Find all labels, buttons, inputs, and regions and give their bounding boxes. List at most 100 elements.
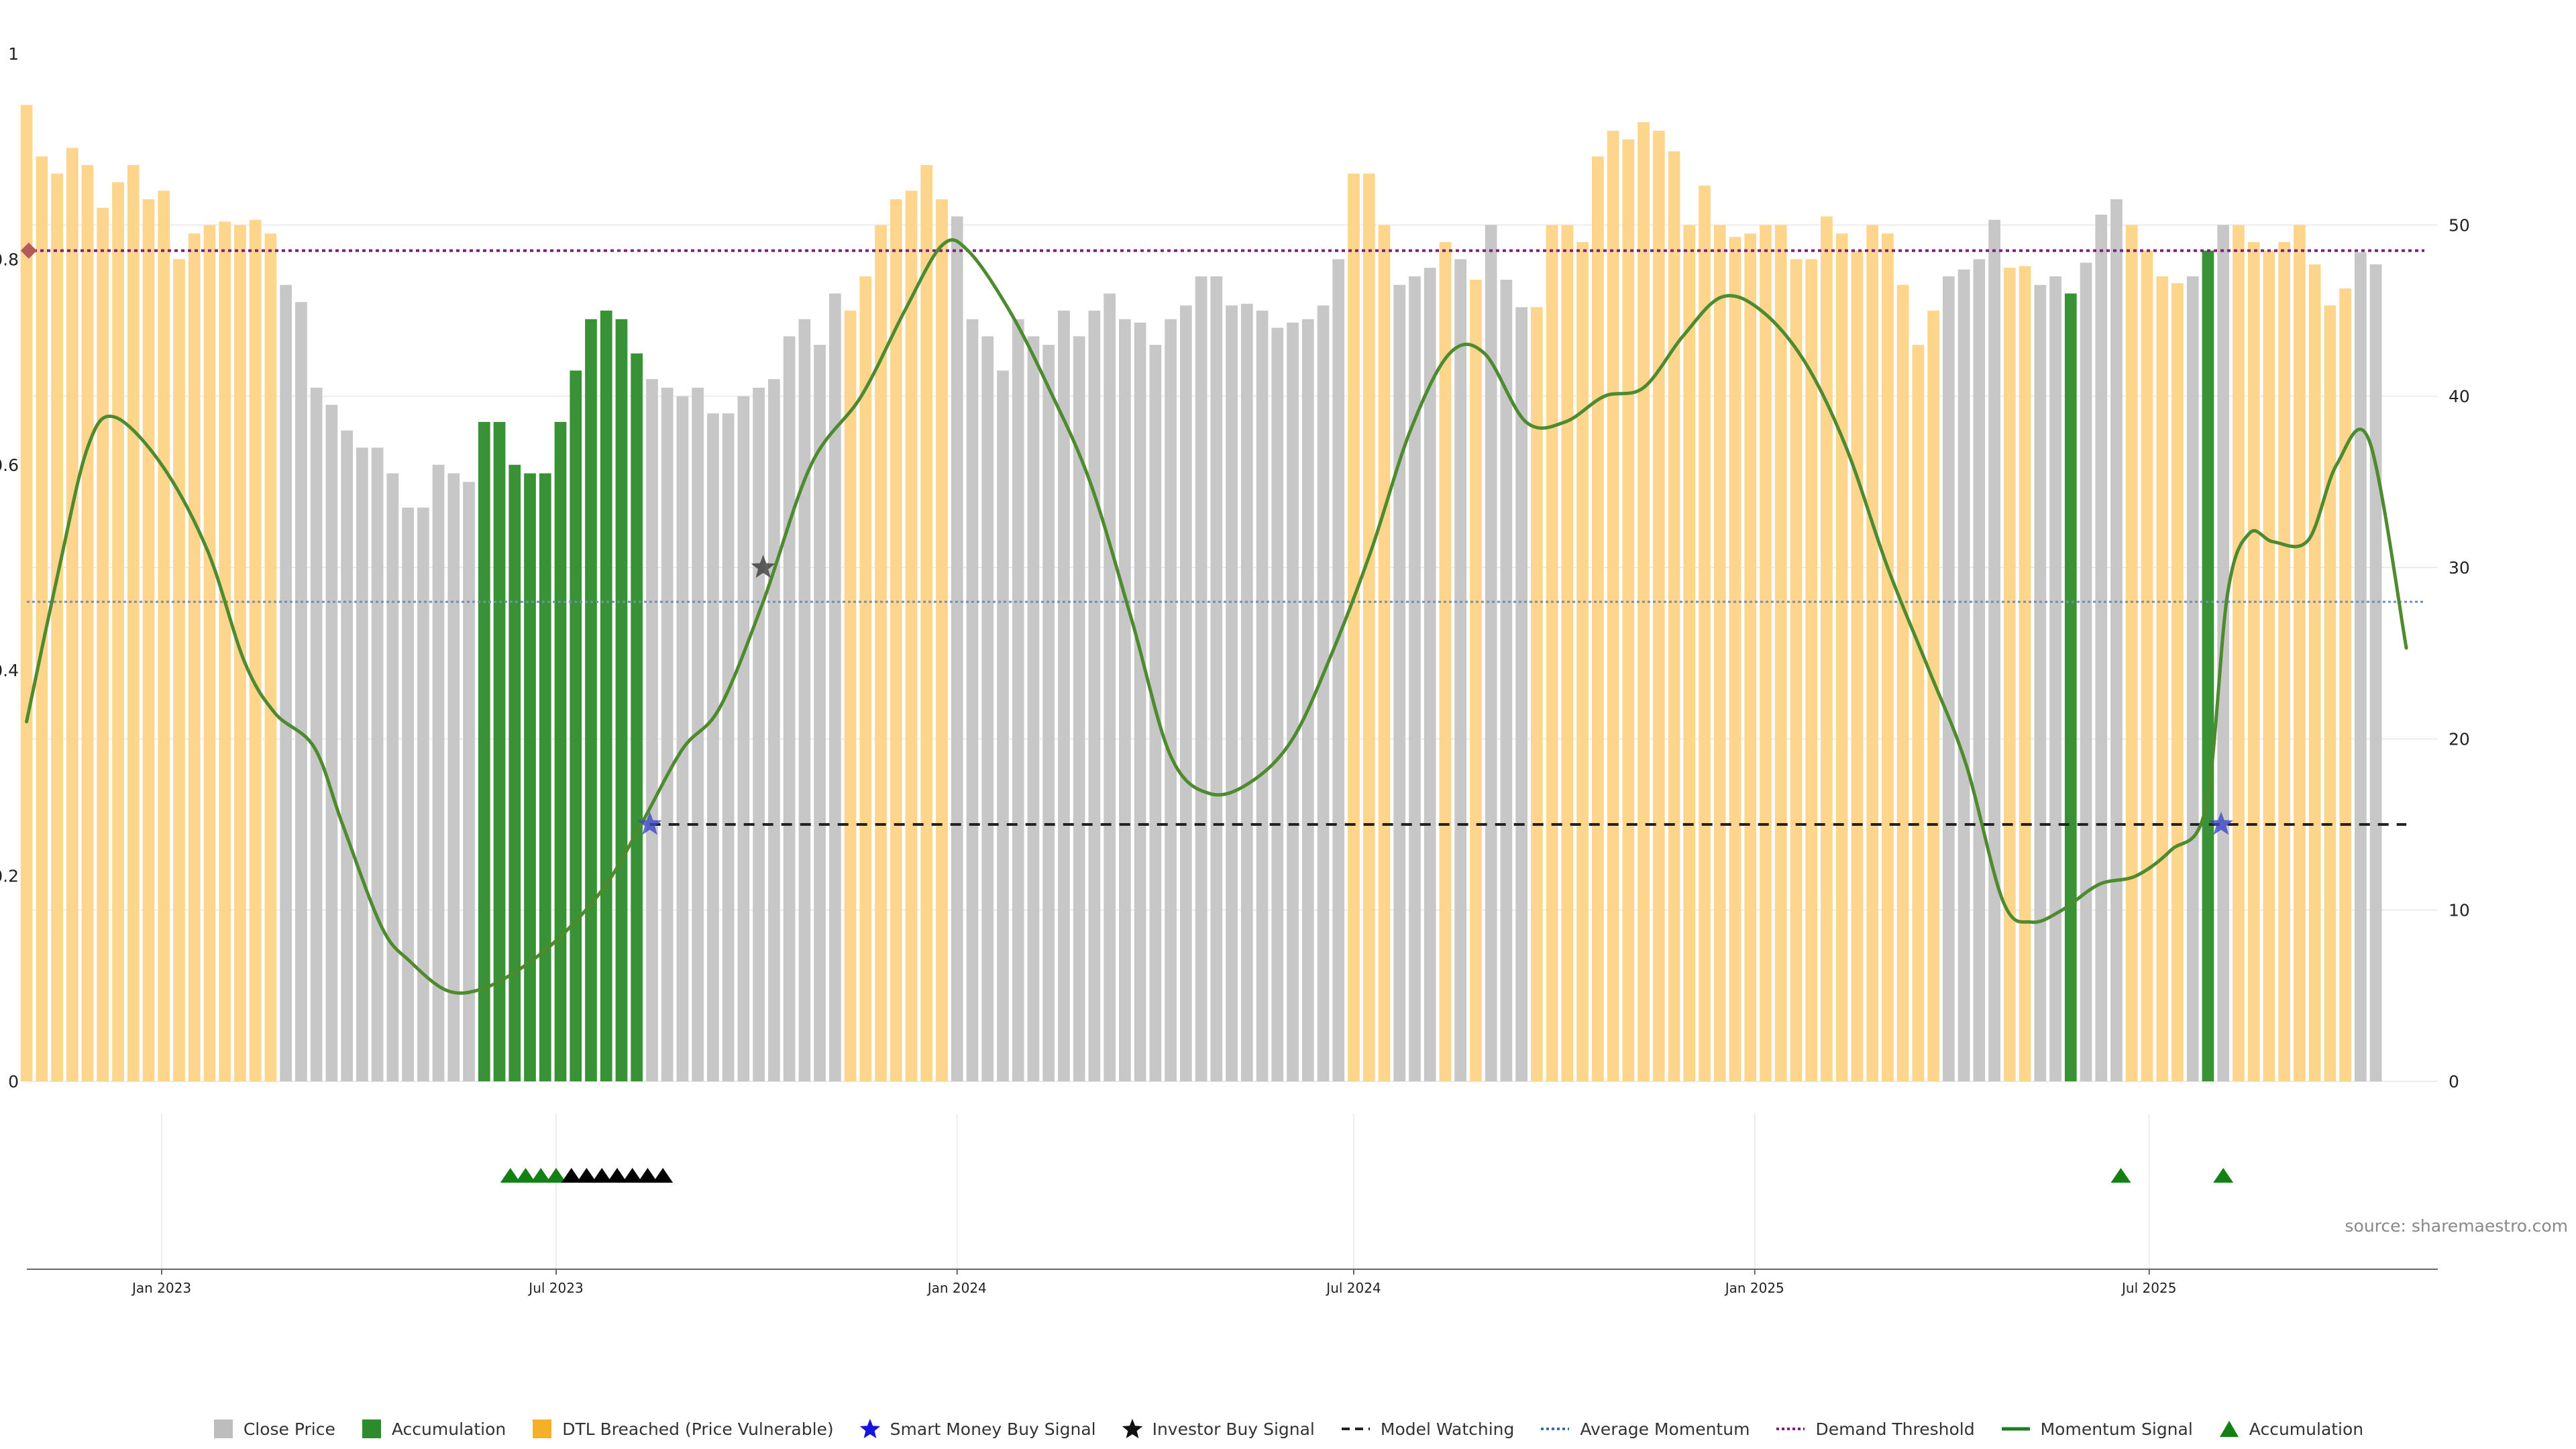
bar xyxy=(1409,276,1421,1081)
bar xyxy=(2156,276,2169,1081)
accumulation-triangle xyxy=(515,1168,536,1183)
bar xyxy=(1226,305,1238,1082)
bar xyxy=(203,225,216,1081)
bar xyxy=(478,421,490,1081)
bar xyxy=(97,207,109,1081)
bar xyxy=(1439,241,1452,1081)
bar xyxy=(1668,151,1680,1081)
bar xyxy=(859,276,872,1081)
left-tick-label: 0.6 xyxy=(0,455,19,475)
bar xyxy=(310,387,323,1081)
bar xyxy=(2141,250,2153,1082)
smart-money-buy-marker xyxy=(2208,812,2234,835)
legend-item: Average Momentum xyxy=(1540,1418,1750,1440)
bar xyxy=(112,182,124,1081)
bar xyxy=(1027,336,1040,1081)
star-icon xyxy=(859,1419,880,1438)
bar xyxy=(753,387,765,1081)
bar xyxy=(1942,276,1955,1081)
bar xyxy=(417,507,429,1081)
investor-triangle xyxy=(561,1168,582,1183)
bar xyxy=(844,311,857,1081)
bar xyxy=(814,345,826,1081)
bar xyxy=(1729,237,1741,1081)
bar xyxy=(2080,262,2092,1082)
bar xyxy=(447,473,460,1081)
bar xyxy=(2125,225,2138,1081)
bar xyxy=(1287,322,1299,1082)
legend-label: Smart Money Buy Signal xyxy=(890,1419,1096,1439)
investor-triangle xyxy=(576,1168,597,1183)
legend-item: Smart Money Buy Signal xyxy=(859,1418,1096,1440)
bar xyxy=(51,173,63,1081)
x-tick-label: Jan 2023 xyxy=(131,1280,191,1296)
legend-item: Demand Threshold xyxy=(1775,1418,1975,1440)
bar xyxy=(1683,225,1696,1081)
bar xyxy=(1882,233,1894,1082)
legend-item: Momentum Signal xyxy=(2000,1418,2193,1440)
bar xyxy=(2202,250,2214,1082)
bar xyxy=(158,191,170,1082)
left-tick-label: 0 xyxy=(8,1072,19,1091)
bar xyxy=(1515,307,1528,1082)
bar xyxy=(1195,276,1208,1081)
bar xyxy=(1454,259,1467,1081)
bar xyxy=(981,336,994,1081)
bar xyxy=(1042,345,1055,1081)
bar xyxy=(570,370,582,1081)
legend-label: Demand Threshold xyxy=(1815,1419,1975,1439)
accumulation-triangle xyxy=(546,1168,566,1183)
bar xyxy=(1561,225,1574,1081)
bar xyxy=(1165,319,1177,1082)
bar xyxy=(905,191,918,1082)
bar xyxy=(524,473,536,1081)
right-tick-label: 10 xyxy=(2449,901,2470,920)
bar xyxy=(828,293,841,1081)
bar xyxy=(1713,225,1726,1081)
left-tick-label: 0.8 xyxy=(0,250,19,269)
line-icon xyxy=(2001,1427,2030,1431)
bar xyxy=(1104,293,1116,1081)
investor-triangle xyxy=(606,1168,627,1183)
bar xyxy=(1774,225,1787,1081)
demand-marker xyxy=(20,242,37,259)
bar xyxy=(707,413,719,1081)
bar xyxy=(142,199,155,1081)
bar xyxy=(1485,225,1497,1081)
bar xyxy=(1240,303,1253,1082)
bar xyxy=(2294,225,2306,1081)
bar xyxy=(356,447,368,1081)
bar xyxy=(737,396,750,1081)
bar xyxy=(1317,305,1330,1082)
bar xyxy=(1957,269,1970,1082)
bar xyxy=(2034,284,2047,1082)
legend-item: Accumulation xyxy=(2218,1418,2363,1440)
right-tick-label: 0 xyxy=(2449,1072,2459,1091)
legend-item: Investor Buy Signal xyxy=(1122,1418,1315,1440)
bar xyxy=(1912,345,1925,1081)
bar xyxy=(631,353,643,1082)
bar xyxy=(1576,241,1589,1081)
bar xyxy=(1012,319,1024,1082)
bar xyxy=(219,221,231,1081)
legend-label: Accumulation xyxy=(2249,1419,2364,1439)
bar xyxy=(2247,241,2260,1081)
bar xyxy=(875,225,887,1081)
bar xyxy=(1424,268,1436,1082)
bar xyxy=(1073,336,1085,1081)
x-tick-label: Jul 2024 xyxy=(1325,1280,1381,1296)
bar xyxy=(661,387,674,1081)
accumulation-triangle xyxy=(531,1168,551,1183)
bar xyxy=(1378,225,1391,1081)
bar xyxy=(1088,311,1101,1081)
bar xyxy=(1531,307,1543,1082)
bar xyxy=(1348,173,1360,1081)
bar xyxy=(386,473,399,1081)
x-tick-label: Jan 2025 xyxy=(1724,1280,1784,1296)
bar xyxy=(1058,311,1070,1081)
bar xyxy=(1119,319,1131,1082)
bar xyxy=(1546,225,1558,1081)
right-tick-label: 20 xyxy=(2449,729,2470,749)
square-icon xyxy=(533,1419,552,1438)
